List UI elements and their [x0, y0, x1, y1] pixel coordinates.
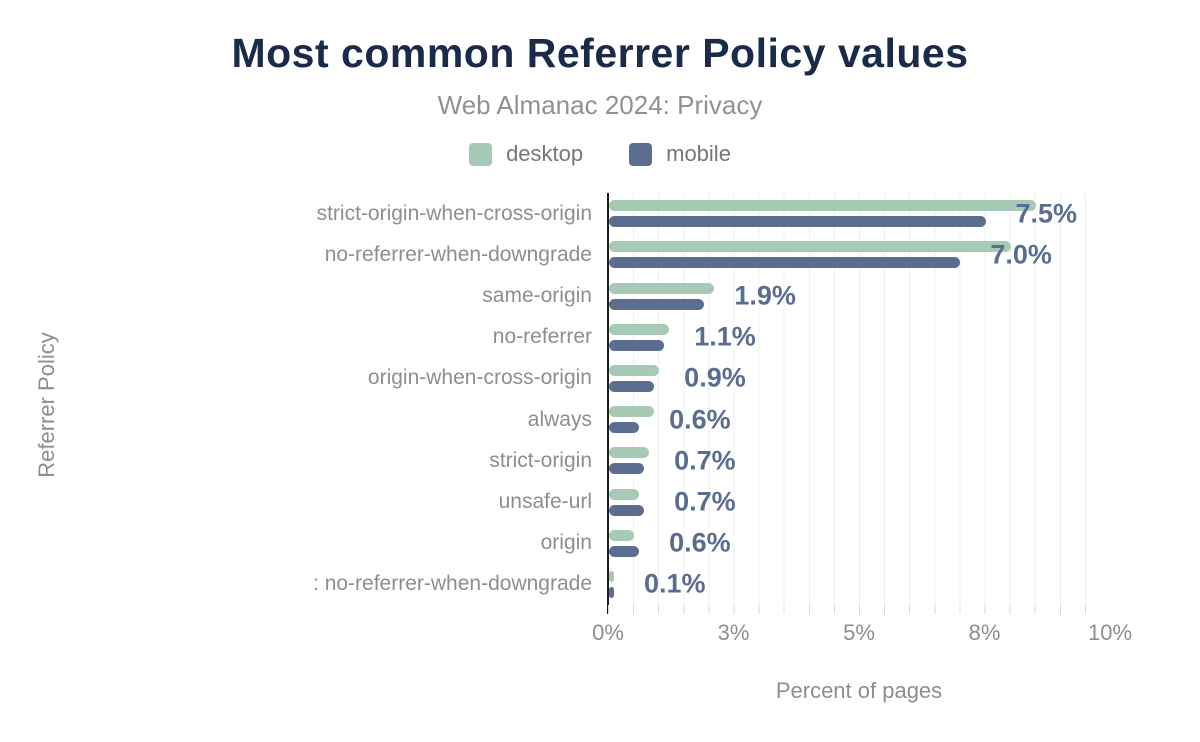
bar-rows: 7.5% 7.0% 1.9% 1.1% 0.9% 0.6% 0.7% 0.7% 0.6% 0.1%	[609, 193, 1111, 605]
chart-subtitle: Web Almanac 2024: Privacy	[437, 90, 763, 120]
bar-desktop	[609, 241, 1011, 253]
category-label: unsafe-url	[498, 490, 592, 514]
legend-item-desktop: desktop	[469, 141, 583, 167]
bar-value-label: 0.9%	[684, 362, 746, 393]
x-axis-tick-marks	[608, 605, 1110, 614]
x-tick-label: 0%	[592, 620, 624, 645]
bar-desktop	[609, 529, 635, 541]
bar-row: 0.1%	[609, 564, 1111, 605]
bar-desktop	[609, 447, 650, 459]
bar-row: 7.5%	[609, 193, 1111, 234]
x-tick-label: 3%	[717, 620, 750, 645]
category-label: strict-origin-when-cross-origin	[316, 201, 592, 225]
bar-value-label: 7.5%	[1015, 198, 1078, 229]
bar-value-label: 1.9%	[734, 280, 796, 311]
bar-row: 7.0%	[609, 234, 1111, 275]
bar-mobile	[609, 422, 640, 434]
category-label: always	[527, 407, 592, 431]
bar-mobile	[609, 504, 645, 516]
y-axis-line	[607, 193, 609, 614]
chart-title: Most common Referrer Policy values	[231, 30, 969, 76]
bar-mobile	[609, 298, 705, 310]
x-tick-label: 10%	[1087, 620, 1133, 645]
bar-row: 0.6%	[609, 399, 1111, 440]
legend-label-mobile: mobile	[666, 141, 731, 166]
category-label: no-referrer-when-downgrade	[324, 242, 592, 266]
legend-label-desktop: desktop	[506, 141, 584, 166]
bar-desktop	[609, 282, 715, 294]
bar-value-label: 1.1%	[694, 321, 756, 352]
bar-value-label: 7.0%	[990, 239, 1052, 270]
bar-row: 1.9%	[609, 275, 1111, 316]
bar-mobile	[609, 257, 961, 269]
legend-item-mobile: mobile	[629, 141, 731, 167]
category-label: same-origin	[482, 284, 592, 307]
bar-row: 0.6%	[609, 523, 1111, 564]
bar-value-label: 0.6%	[669, 527, 731, 558]
category-label: no-referrer	[492, 325, 592, 349]
x-tick-label: 8%	[968, 620, 1001, 645]
category-label: : no-referrer-when-downgrade	[313, 572, 592, 596]
bar-desktop	[609, 488, 640, 500]
bar-mobile	[609, 463, 645, 475]
bar-value-label: 0.6%	[669, 404, 731, 435]
bar-row: 1.1%	[609, 317, 1111, 358]
legend: desktop mobile	[0, 141, 1200, 167]
category-labels: strict-origin-when-cross-origin no-referr…	[0, 193, 600, 605]
legend-swatch-mobile	[629, 142, 653, 166]
bar-value-label: 0.7%	[674, 445, 736, 476]
bar-row: 0.7%	[609, 440, 1111, 481]
bar-mobile	[609, 586, 615, 598]
x-tick-label: 5%	[843, 620, 875, 645]
bar-mobile	[609, 545, 640, 557]
bar-mobile	[609, 216, 986, 228]
legend-swatch-desktop	[469, 142, 493, 166]
bar-mobile	[609, 380, 655, 392]
bar-desktop	[609, 323, 670, 335]
category-label: origin	[540, 531, 592, 555]
bar-row: 0.9%	[609, 358, 1111, 399]
category-label: origin-when-cross-origin	[367, 366, 592, 390]
bar-desktop	[609, 364, 660, 376]
category-label: strict-origin	[489, 448, 592, 472]
bar-mobile	[609, 339, 665, 351]
bar-desktop	[609, 570, 615, 582]
bar-desktop	[609, 406, 655, 418]
x-axis-title: Percent of pages	[775, 678, 943, 703]
bar-desktop	[609, 200, 1036, 212]
bar-row: 0.7%	[609, 481, 1111, 522]
bar-value-label: 0.1%	[644, 568, 706, 599]
bar-value-label: 0.7%	[674, 486, 736, 517]
